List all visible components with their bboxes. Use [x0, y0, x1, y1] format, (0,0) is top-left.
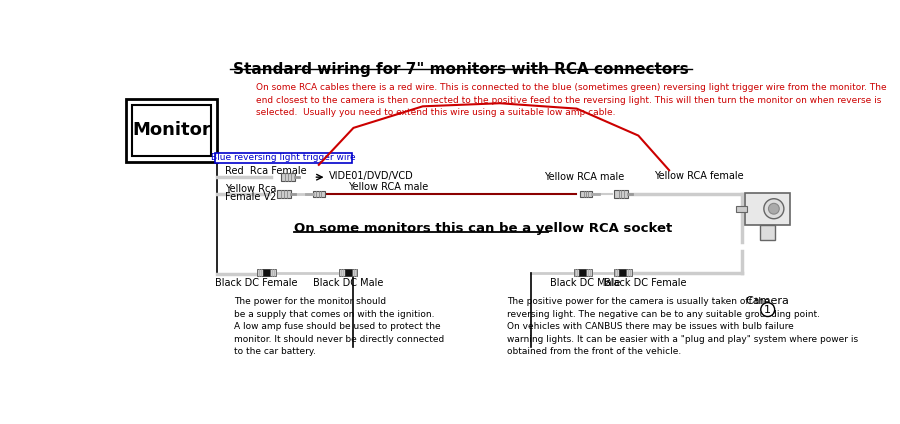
Bar [215, 153, 352, 162]
Text: Standard wiring for 7" monitors with RCA connectors: Standard wiring for 7" monitors with RCA… [233, 61, 689, 77]
Bar [263, 269, 270, 276]
Text: On some monitors this can be a yellow RCA socket: On some monitors this can be a yellow RC… [294, 222, 672, 235]
Text: Black DC Male: Black DC Male [313, 279, 383, 288]
Text: Yellow RCA male: Yellow RCA male [348, 182, 428, 192]
Text: Female V2: Female V2 [225, 192, 276, 202]
Text: VIDE01/DVD/VCD: VIDE01/DVD/VCD [328, 170, 414, 181]
Text: Black DC Male: Black DC Male [550, 279, 620, 288]
Bar [580, 191, 592, 197]
Bar [345, 269, 352, 276]
Bar [587, 269, 592, 276]
Text: The positive power for the camera is usually taken off the
reversing light. The : The positive power for the camera is usu… [508, 297, 859, 356]
Bar [312, 191, 325, 197]
Circle shape [764, 199, 784, 219]
Bar [281, 173, 295, 181]
Text: On some RCA cables there is a red wire. This is connected to the blue (sometimes: On some RCA cables there is a red wire. … [256, 83, 886, 117]
Text: Yellow Rca: Yellow Rca [225, 184, 276, 195]
Bar [257, 269, 263, 276]
Bar [277, 190, 291, 198]
Text: Black DC Female: Black DC Female [604, 279, 686, 288]
Bar [626, 269, 632, 276]
Bar [132, 105, 211, 156]
Bar [745, 192, 790, 225]
Bar [270, 269, 275, 276]
Bar [126, 99, 217, 162]
Text: The power for the monitor should
be a supply that comes on with the ignition.
A : The power for the monitor should be a su… [234, 297, 445, 356]
Text: Red  Rca Female: Red Rca Female [225, 166, 307, 176]
Text: 1: 1 [764, 304, 771, 315]
Bar [580, 269, 587, 276]
Bar [736, 206, 747, 212]
Bar [573, 269, 580, 276]
Bar [338, 269, 345, 276]
Text: Yellow RCA male: Yellow RCA male [544, 172, 625, 182]
Bar [760, 225, 776, 240]
Text: Blue reversing light trigger wire: Blue reversing light trigger wire [212, 153, 356, 162]
Circle shape [760, 303, 775, 317]
Text: Camera: Camera [746, 296, 789, 306]
Text: Black DC Female: Black DC Female [215, 279, 297, 288]
Text: Monitor: Monitor [132, 121, 211, 139]
Text: Yellow RCA female: Yellow RCA female [653, 170, 743, 181]
Bar [352, 269, 357, 276]
Bar [614, 269, 619, 276]
Bar [619, 269, 626, 276]
Circle shape [769, 204, 779, 214]
Bar [615, 190, 628, 198]
